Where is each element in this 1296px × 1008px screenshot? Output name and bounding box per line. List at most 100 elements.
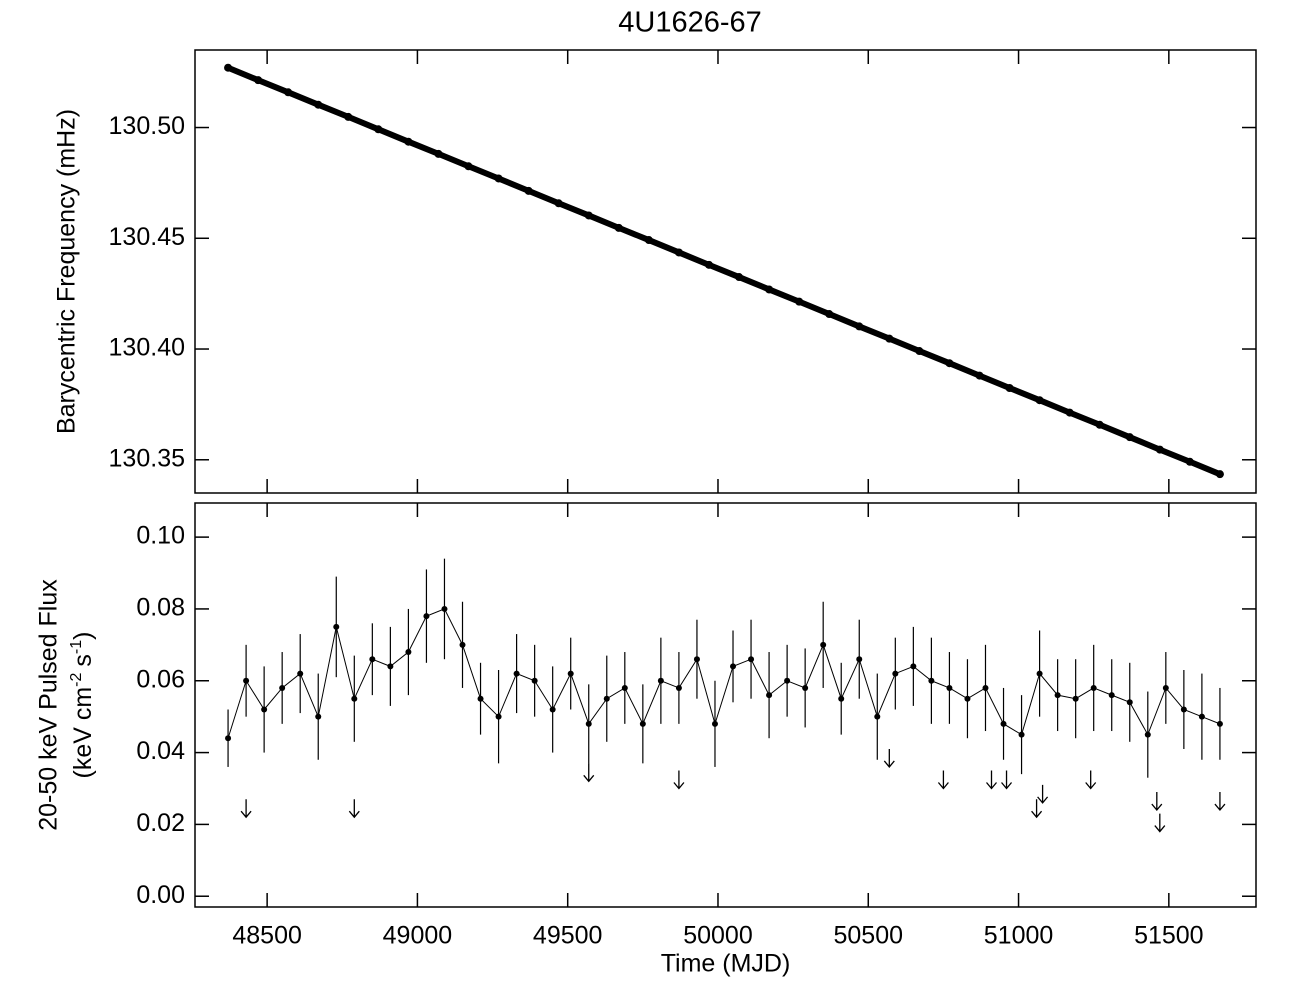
data-point bbox=[254, 76, 263, 85]
y-tick-label: 0.06 bbox=[136, 665, 185, 693]
data-point bbox=[735, 273, 744, 282]
data-point bbox=[459, 641, 466, 648]
y-tick-label: 0.04 bbox=[136, 737, 185, 765]
data-point bbox=[1155, 445, 1164, 454]
upper-limit-arrow bbox=[240, 799, 252, 819]
upper-limit-arrow bbox=[1085, 770, 1097, 790]
chart-title: 4U1626-67 bbox=[618, 7, 762, 39]
data-point bbox=[585, 720, 592, 727]
upper-limit-arrow bbox=[986, 770, 998, 790]
data-point bbox=[639, 720, 646, 727]
data-point bbox=[1054, 692, 1061, 699]
x-tick-label: 49500 bbox=[533, 922, 603, 950]
data-point bbox=[1180, 706, 1187, 713]
data-point bbox=[369, 656, 376, 663]
data-point bbox=[494, 174, 503, 183]
y-tick-label: 0.00 bbox=[136, 881, 185, 909]
data-point bbox=[657, 677, 664, 684]
data-point bbox=[351, 695, 358, 702]
data-point bbox=[1000, 720, 1007, 727]
data-point bbox=[946, 684, 953, 691]
data-point bbox=[784, 677, 791, 684]
data-point bbox=[603, 695, 610, 702]
data-point bbox=[584, 211, 593, 220]
upper-limit-arrow bbox=[1037, 784, 1049, 804]
data-point bbox=[405, 649, 412, 656]
data-point bbox=[441, 605, 448, 612]
data-point bbox=[825, 310, 834, 319]
x-tick-label: 51500 bbox=[1134, 922, 1204, 950]
data-point bbox=[795, 297, 804, 306]
data-point bbox=[964, 695, 971, 702]
upper-limit-arrow bbox=[1214, 792, 1226, 812]
data-point bbox=[1090, 684, 1097, 691]
y-tick-label: 0.10 bbox=[136, 522, 185, 550]
data-point bbox=[928, 677, 935, 684]
data-point bbox=[704, 260, 713, 269]
upper-limit-arrow bbox=[1154, 813, 1166, 833]
y-tick-label: 130.40 bbox=[109, 334, 185, 362]
data-point bbox=[1065, 408, 1074, 417]
upper-limit-arrow bbox=[673, 770, 685, 790]
data-point bbox=[1036, 670, 1043, 677]
x-tick-label: 49000 bbox=[383, 922, 453, 950]
data-point bbox=[982, 684, 989, 691]
y-axis-units-part: (keV cm bbox=[69, 687, 97, 779]
data-point bbox=[225, 735, 232, 742]
x-tick-label: 50000 bbox=[683, 922, 753, 950]
data-point bbox=[1035, 396, 1044, 405]
data-point bbox=[513, 670, 520, 677]
y-axis-units-part: -1 bbox=[68, 640, 85, 654]
plot-frame bbox=[194, 502, 1257, 908]
data-point bbox=[748, 656, 755, 663]
data-point bbox=[315, 713, 322, 720]
data-point bbox=[423, 613, 430, 620]
data-point bbox=[434, 149, 443, 158]
upper-limit-arrow bbox=[583, 763, 595, 783]
data-point bbox=[464, 162, 473, 171]
data-point bbox=[892, 670, 899, 677]
data-point bbox=[693, 656, 700, 663]
data-point bbox=[554, 199, 563, 208]
data-point bbox=[495, 713, 502, 720]
data-point bbox=[1072, 695, 1079, 702]
data-point bbox=[1162, 684, 1169, 691]
data-point bbox=[224, 63, 233, 72]
data-point bbox=[1125, 433, 1134, 442]
y-tick-label: 0.08 bbox=[136, 594, 185, 622]
data-point bbox=[614, 223, 623, 232]
data-point bbox=[314, 100, 323, 109]
data-point bbox=[711, 720, 718, 727]
y-tick-label: 130.35 bbox=[109, 444, 185, 472]
data-point bbox=[1216, 720, 1223, 727]
data-point bbox=[766, 692, 773, 699]
data-point bbox=[477, 695, 484, 702]
data-point bbox=[874, 713, 881, 720]
data-point bbox=[1215, 470, 1224, 479]
upper-limit-arrow bbox=[883, 748, 895, 768]
y-axis-units-part: ) bbox=[69, 632, 97, 640]
upper-limit-arrow bbox=[1151, 792, 1163, 812]
upper-limit-arrow bbox=[348, 799, 360, 819]
y-axis-units-part: s bbox=[69, 654, 97, 667]
data-point bbox=[567, 670, 574, 677]
data-point bbox=[344, 112, 353, 121]
data-point bbox=[1185, 457, 1194, 466]
x-tick-label: 50500 bbox=[834, 922, 904, 950]
upper-limit-arrow bbox=[1001, 770, 1013, 790]
data-point bbox=[279, 684, 286, 691]
data-point bbox=[333, 623, 340, 630]
data-point bbox=[644, 236, 653, 245]
data-point bbox=[945, 359, 954, 368]
data-point bbox=[1018, 731, 1025, 738]
x-tick-label: 48500 bbox=[232, 922, 302, 950]
data-point bbox=[674, 248, 683, 257]
data-point bbox=[975, 371, 984, 380]
data-point bbox=[802, 684, 809, 691]
data-point bbox=[297, 670, 304, 677]
data-point bbox=[1005, 384, 1014, 393]
x-tick-label: 51000 bbox=[984, 922, 1054, 950]
data-point bbox=[856, 656, 863, 663]
